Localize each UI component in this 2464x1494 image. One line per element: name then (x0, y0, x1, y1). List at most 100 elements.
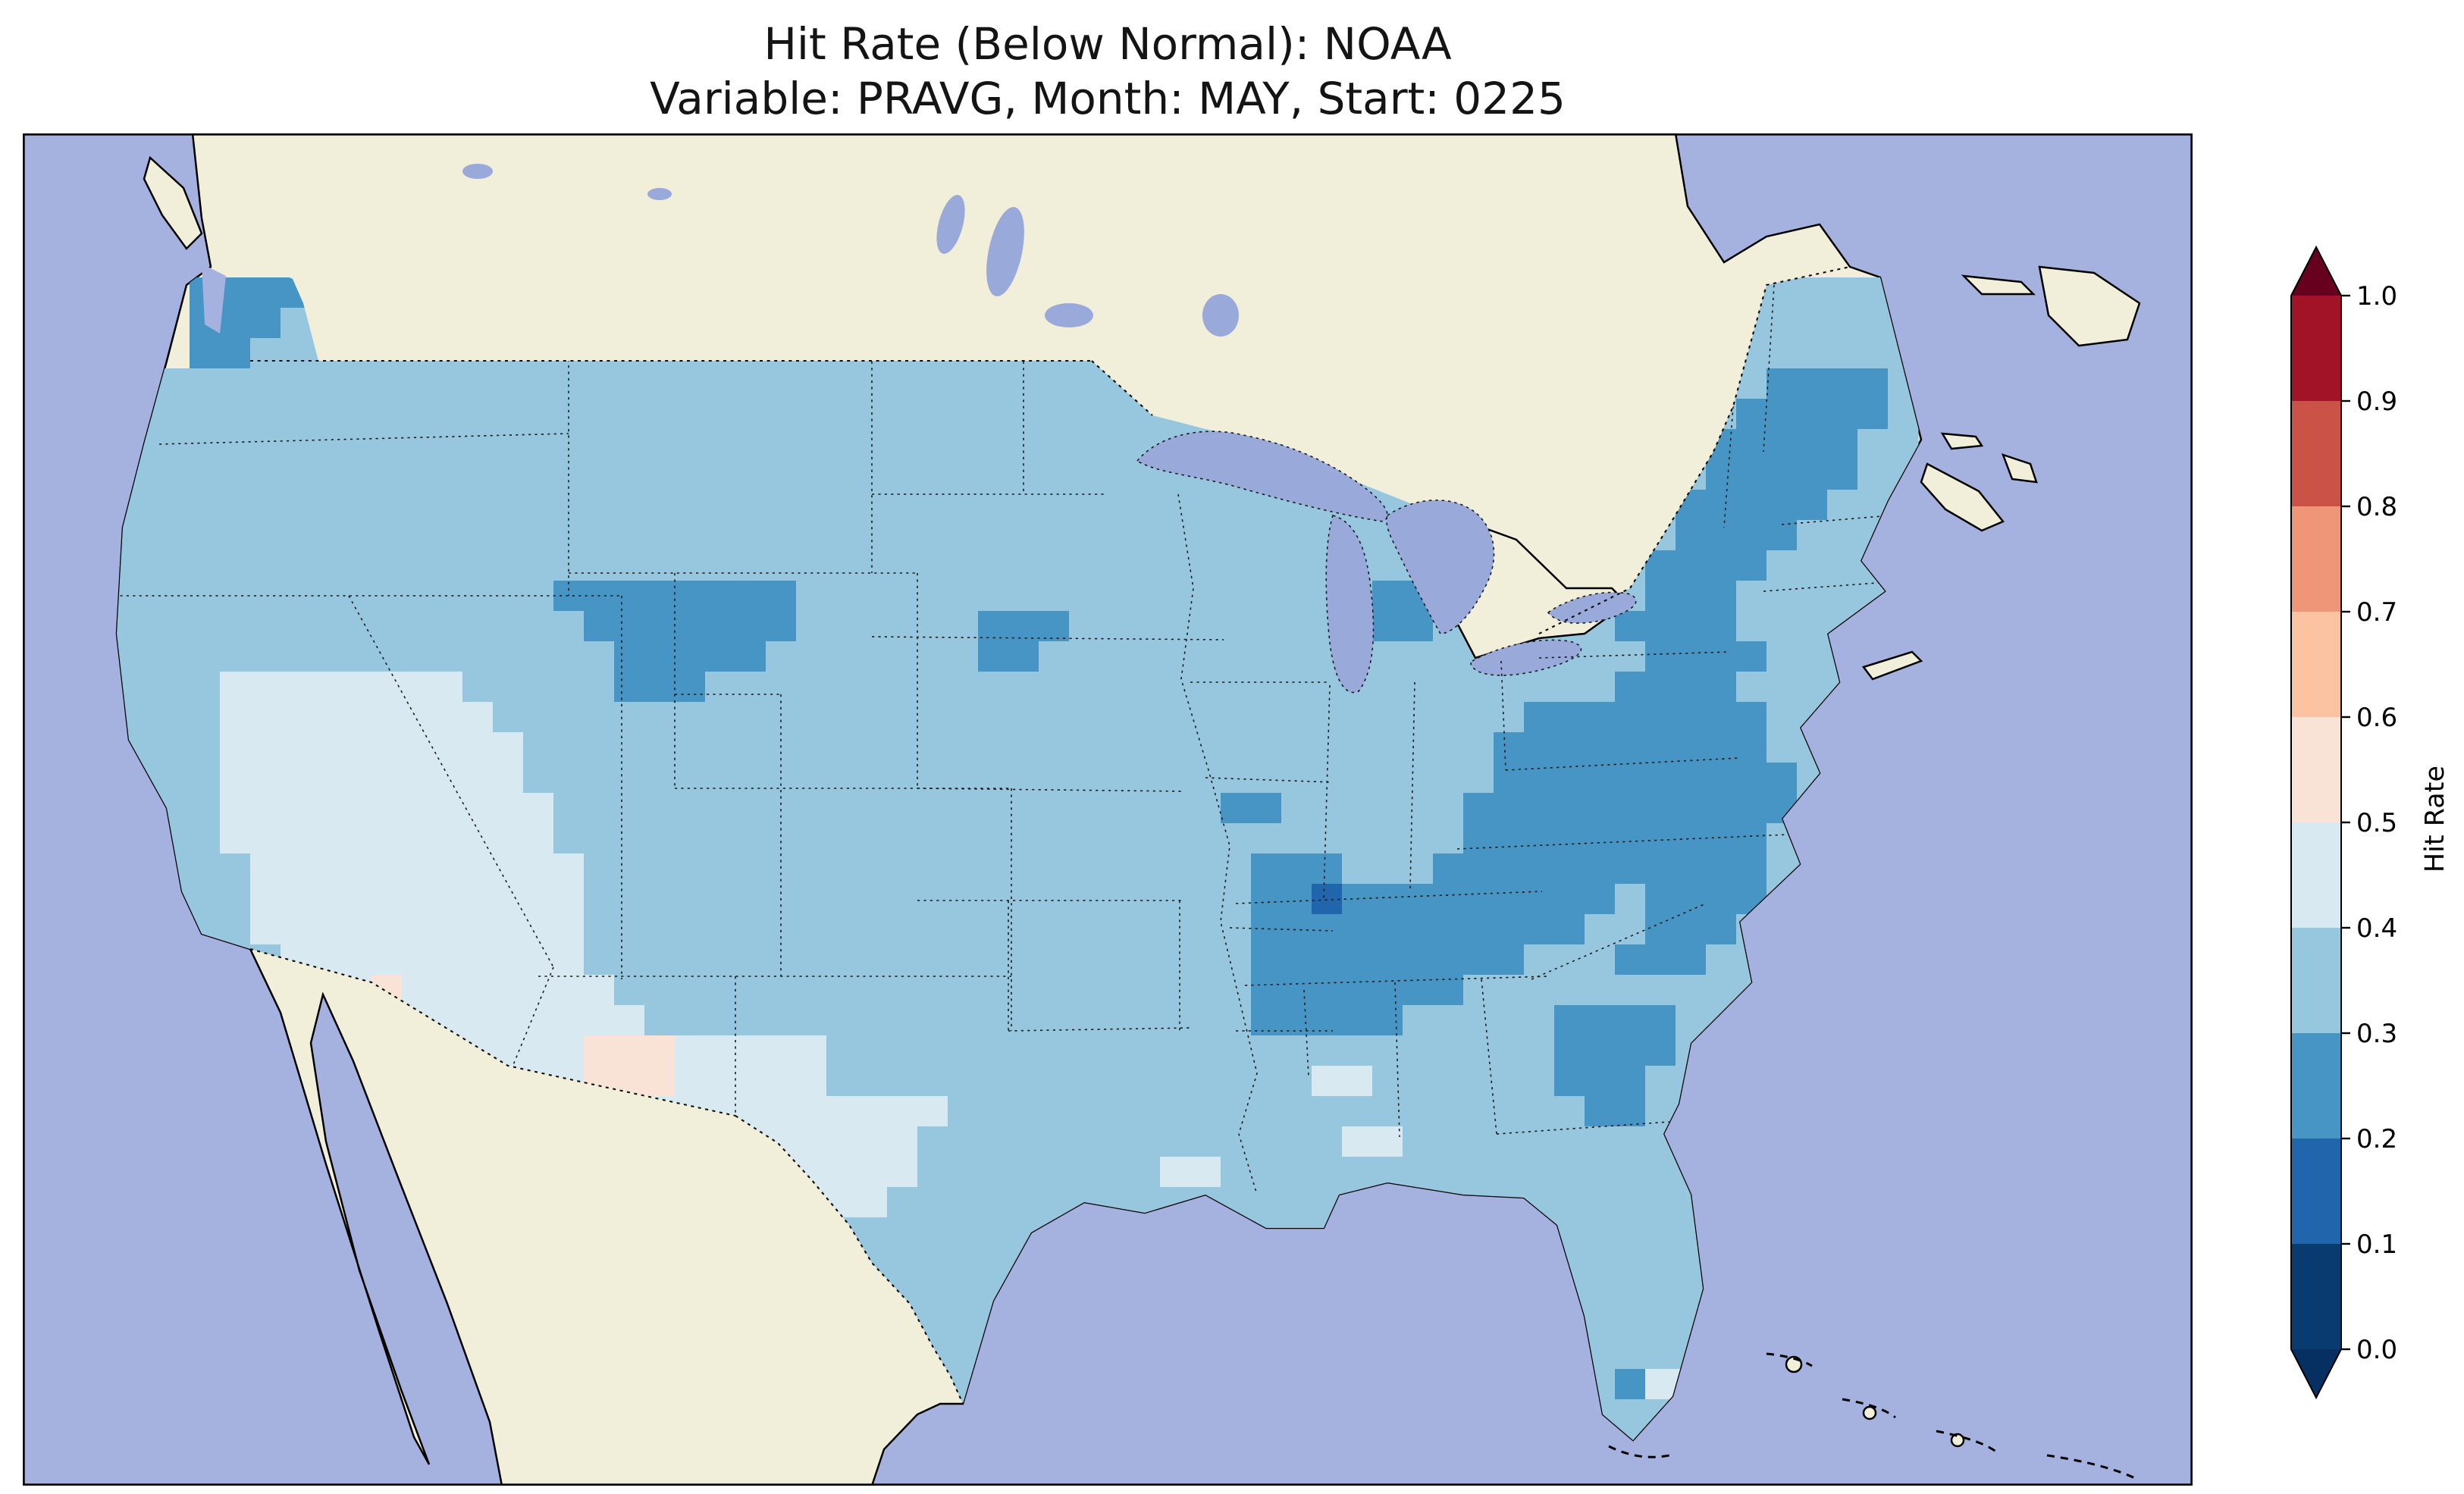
lake-of-the-woods (1045, 303, 1093, 327)
puget-sound (202, 264, 226, 334)
great-lakes (1136, 431, 1637, 694)
heatmap-cell-run (1615, 611, 1737, 642)
colorbar-segment (2291, 506, 2341, 612)
heatmap-cell-run (1615, 1369, 1646, 1400)
heatmap-cell-run (1706, 459, 1858, 490)
heatmap-cell-run (1251, 884, 1312, 915)
colorbar-segment (2291, 296, 2341, 402)
state-borders (117, 270, 1892, 1195)
vancouver-island (143, 155, 203, 250)
heatmap-cell-run (220, 672, 463, 703)
heatmap-cell-run (1433, 853, 1767, 885)
heatmap-cell-run (584, 914, 1252, 945)
heatmap-cell-run (1645, 884, 1767, 915)
heatmap-cell-run (584, 884, 1252, 915)
heatmap-cell-run (1585, 914, 1646, 945)
heatmap-cell-run (1676, 520, 1798, 551)
heatmap-cell-run (1524, 944, 1616, 976)
heatmap-cell-run (1554, 1035, 1676, 1066)
heatmap-cell-run (917, 1126, 1343, 1157)
bahama-bank-outline (1766, 1352, 1813, 1367)
bahama-bank-outline-3 (1936, 1430, 1998, 1454)
chart-title-line2: Variable: PRAVG, Month: MAY, Start: 0225 (650, 73, 1566, 124)
heatmap-cell-run (675, 1035, 827, 1066)
bahama-bank-outline-2 (1842, 1398, 1896, 1419)
heatmap-cell-run (826, 1035, 1555, 1066)
heatmap-cell-run (1281, 793, 1464, 824)
canadian-lakes (462, 164, 1239, 337)
heatmap-cell-run (1706, 429, 1858, 460)
heatmap-cell-run (978, 611, 1070, 642)
lake-michigan (1325, 515, 1375, 694)
heatmap-cell-run (1645, 641, 1767, 672)
heatmap-cell-run (1372, 1066, 1555, 1097)
heatmap-cell-run (402, 975, 615, 1006)
colorbar-tick-label: 0.2 (2356, 1124, 2397, 1154)
heatmap-cell-run (1221, 793, 1282, 824)
heatmap-cell-run (1645, 581, 1737, 612)
us-canada-border-east (1538, 265, 1851, 634)
heatmap-cell-run (948, 1096, 1585, 1127)
heatmap-cell-run (1342, 853, 1434, 885)
colorbar-tick-label: 0.1 (2356, 1229, 2397, 1260)
heatmap-cell-run (220, 793, 554, 824)
heatmap-cell-run (1342, 884, 1616, 915)
heatmap-cell-run (117, 581, 554, 612)
heatmap-cell-run (1645, 914, 1737, 945)
heatmap-cell-run (523, 763, 1494, 794)
heatmap-cell-run (220, 823, 554, 854)
heatmap-cell-run (1342, 1126, 1403, 1157)
heatmap-cell-run (1403, 1005, 1555, 1036)
us-map (23, 133, 2193, 1486)
chart-title: Hit Rate (Below Normal): NOAA Variable: … (23, 17, 2193, 126)
colorbar-tick-label: 0.5 (2356, 808, 2397, 838)
heatmap-cell-run (281, 944, 585, 976)
heatmap-cell-run (117, 702, 221, 733)
heatmap-cell-run (1494, 732, 1767, 763)
colorbar-tick-label: 0.4 (2356, 913, 2397, 944)
heatmap-cell-run (250, 884, 585, 915)
heatmap-cell-run (644, 1005, 1252, 1036)
heatmap-cell-run (1736, 399, 1889, 430)
small-lake-west (462, 164, 493, 179)
long-island (1861, 650, 1923, 681)
heatmap-cell-run (493, 702, 1525, 733)
heatmap-cell-run (117, 550, 1646, 581)
heatmap-cell-run (614, 641, 766, 672)
lake-winnipeg (986, 207, 1024, 296)
colorbar-segment (2291, 1139, 2341, 1245)
national-borders (249, 265, 1851, 1405)
heatmap-cell-run (1676, 490, 1828, 521)
colorbar-axis-label: Hit Rate (2420, 766, 2450, 873)
heatmap-cell-run (1463, 823, 1767, 854)
heatmap-cell-run (1463, 793, 1798, 824)
heatmap-cell-run (462, 672, 615, 703)
colorbar-segment (2291, 1244, 2341, 1350)
small-lake-west-2 (647, 188, 672, 200)
anticosti-island (1961, 274, 2036, 296)
heatmap-cell-run (1251, 944, 1525, 976)
colorbar-tick-label: 0.3 (2356, 1019, 2397, 1049)
lake-superior (1136, 431, 1388, 522)
heatmap-cell-run (1645, 550, 1767, 581)
colorbar-segment (2291, 612, 2341, 718)
heatmap-cell-run (705, 672, 1616, 703)
us-mexico-border (249, 947, 736, 1117)
heatmap-cell-run (826, 1066, 1312, 1097)
heatmap-cell-run (614, 672, 706, 703)
heatmap-cell-run (584, 944, 1252, 976)
heatmap-cell-run (250, 853, 585, 885)
heatmap-cell-run (766, 641, 979, 672)
newfoundland-island (2038, 265, 2141, 347)
heatmap-cell-run (1615, 944, 1707, 976)
heatmap-cell-run (117, 672, 221, 703)
heatmap-cell-run (1554, 1066, 1646, 1097)
heatmap-cell-run (1312, 1066, 1373, 1097)
nova-scotia-island (1920, 462, 2005, 532)
heatmap-cell-run (1069, 611, 1373, 642)
heatmap-cell-run (1585, 1096, 1646, 1127)
bahama-island-2 (1862, 1405, 1877, 1420)
colorbar-over-arrow (2291, 247, 2341, 296)
colorbar-segment (2291, 717, 2341, 823)
